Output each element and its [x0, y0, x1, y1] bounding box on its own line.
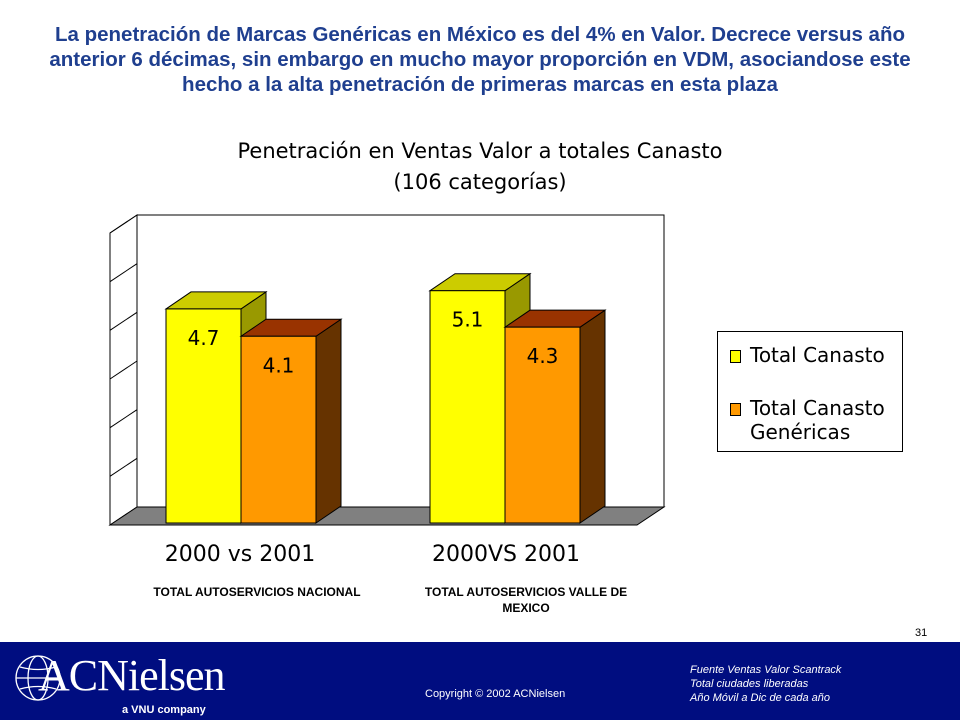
chart-labels: 4.7 5.1 4.1 4.3 2000 vs 2001 2000VS 2001 [165, 308, 580, 567]
bar-0-0 [165, 308, 242, 524]
bar-data-label: 4.3 [527, 344, 559, 368]
source-line: Año Móvil a Dic de cada año [690, 692, 831, 704]
chart-subtitle: (106 categorías) [393, 170, 567, 194]
bar-data-label: 4.7 [188, 326, 220, 350]
category-label: 2000VS 2001 [432, 542, 580, 567]
bar-side [579, 309, 606, 524]
copyright-text: Copyright © 2002 ACNielsen [425, 688, 566, 700]
footer-bar [0, 642, 960, 720]
slide-headline: La penetración de Marcas Genéricas en Mé… [49, 23, 911, 96]
bar-data-label: 4.1 [263, 353, 295, 377]
legend-label: Total Canasto [750, 343, 885, 367]
bar-0-1 [429, 290, 506, 524]
side-wall-tick [109, 214, 138, 234]
side-wall-tick [109, 263, 138, 283]
chart-title-line: Penetración en Ventas Valor a totales Ca… [237, 139, 723, 163]
category-sublabel-nacional: TOTAL AUTOSERVICIOS NACIONAL [153, 585, 361, 599]
side-wall-tick [109, 360, 138, 380]
legend-swatch-genericas [730, 403, 741, 416]
chart-legend: Total Canasto Total Canasto Genéricas [717, 331, 903, 452]
side-wall-tick [109, 311, 138, 331]
bar-data-label: 5.1 [452, 308, 484, 332]
globe-logo-icon [15, 655, 61, 701]
source-notes: Fuente Ventas Valor Scantrack Total ciud… [690, 663, 841, 705]
chart-bars [164, 272, 607, 524]
legend-label: Total Canasto Genéricas [750, 396, 885, 444]
page-number: 31 [915, 627, 928, 639]
bar-1-1 [504, 326, 581, 524]
bar-chart: 4.7 5.1 4.1 4.3 2000 vs 2001 2000VS 2001 [108, 214, 666, 567]
source-line: Total ciudades liberadas [690, 678, 809, 690]
side-wall-tick [109, 409, 138, 429]
legend-swatch-total-canasto [730, 350, 741, 363]
side-wall-tick [109, 457, 138, 477]
bar-1-0 [240, 335, 317, 524]
category-sublabel-valle: TOTAL AUTOSERVICIOS VALLE DE MEXICO [424, 585, 628, 615]
bar-side [315, 318, 342, 524]
acnielsen-logo: ACNielsen [38, 651, 226, 700]
logo-tagline: a VNU company [122, 704, 206, 716]
chart-title: Penetración en Ventas Valor a totales Ca… [190, 136, 770, 198]
category-label: 2000 vs 2001 [165, 542, 315, 567]
source-line: Fuente Ventas Valor Scantrack [690, 664, 842, 676]
